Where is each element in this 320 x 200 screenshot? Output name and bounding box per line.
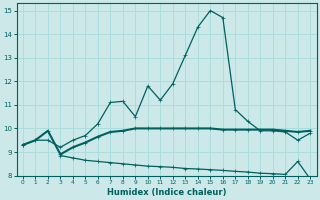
X-axis label: Humidex (Indice chaleur): Humidex (Indice chaleur) [107, 188, 226, 197]
